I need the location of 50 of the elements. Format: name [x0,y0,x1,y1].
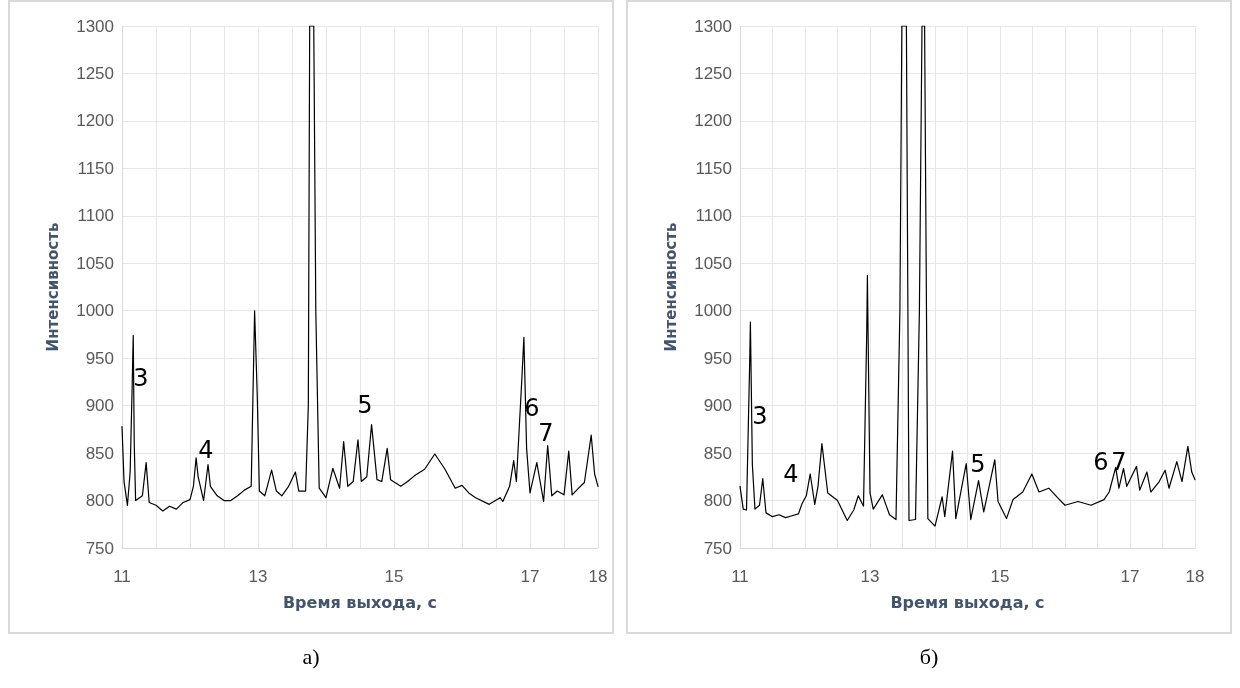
y-tick-label: 750 [85,538,114,558]
y-tick-label: 800 [703,491,732,511]
y-tick-label: 1050 [694,253,732,273]
y-tick-label: 850 [703,443,732,463]
y-tick-label: 800 [85,491,114,511]
y-tick-label: 1150 [695,158,732,178]
text: б) [918,644,940,670]
annotation: 3 [133,364,149,392]
annotation: 5 [970,450,986,478]
y-tick-label: 1300 [694,16,732,36]
y-axis-title: Интенсивность [661,222,680,352]
x-tick-label: 18 [1185,567,1205,586]
y-tick-label: 950 [85,348,114,368]
text: а) [301,644,321,670]
x-tick-label: 17 [1120,567,1140,586]
x-tick-label: 15 [990,567,1010,586]
x-tick-label: 11 [113,567,131,586]
x-tick-label: 15 [384,567,404,586]
annotation: 3 [752,402,768,430]
x-axis-title: Время выхода, с [890,592,1045,612]
y-tick-label: 1250 [76,63,114,83]
y-tick-label: 1150 [77,158,114,178]
x-tick-label: 18 [588,567,608,586]
x-tick-label: 13 [860,567,880,586]
y-tick-label: 1100 [695,206,732,226]
y-tick-label: 1300 [76,16,114,36]
y-tick-label: 1200 [694,111,732,131]
x-tick-label: 13 [248,567,268,586]
y-tick-label: 1100 [77,206,114,226]
y-tick-label: 950 [703,348,732,368]
y-tick-label: 1200 [76,111,114,131]
y-tick-label: 1000 [694,301,732,321]
annotation: 6 [1093,448,1109,476]
x-axis-title: Время выхода, с [282,592,438,612]
y-tick-label: 850 [85,443,114,463]
annotation: 4 [198,436,214,464]
y-tick-label: 1050 [76,253,114,273]
annotation: 6 [524,394,540,422]
annotation: 7 [538,419,554,447]
y-tick-label: 900 [85,396,114,416]
annotation: 4 [783,460,799,488]
y-tick-label: 750 [703,538,732,558]
y-tick-label: 1000 [76,301,114,321]
y-tick-label: 1250 [694,63,732,83]
y-tick-label: 900 [703,396,732,416]
y-axis-title: Интенсивность [43,222,62,352]
annotation: 7 [1111,448,1127,476]
x-tick-label: 17 [520,567,540,586]
x-tick-label: 11 [731,567,749,586]
annotation: 5 [357,391,373,419]
